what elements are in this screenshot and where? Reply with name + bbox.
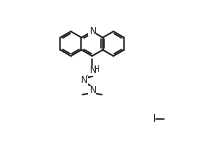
Text: N: N [89,86,95,95]
Text: N: N [89,27,95,36]
Text: H: H [94,65,99,74]
Text: N: N [80,76,87,85]
Text: I: I [153,114,156,124]
Text: N: N [89,66,95,75]
